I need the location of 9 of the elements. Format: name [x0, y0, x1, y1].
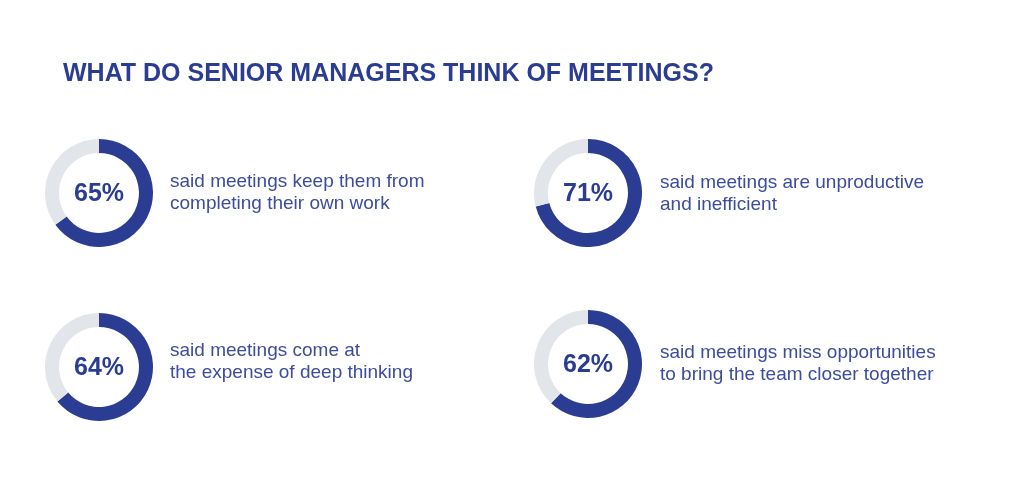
- data-label: 62%: [562, 348, 614, 377]
- data-label: 64%: [73, 351, 125, 380]
- data-label: 65%: [73, 177, 125, 206]
- text: said meetings miss opportunities to bring the team closer together: [660, 341, 936, 385]
- text: WHAT DO SENIOR MANAGERS THINK OF MEETINGS?: [63, 58, 714, 87]
- text: said meetings are unproductive and inefficient: [660, 171, 925, 215]
- data-label: 71%: [562, 177, 614, 206]
- text: said meetings keep them from completing their own work: [170, 170, 425, 214]
- text: said meetings come at the expense of deep thinking: [170, 339, 413, 383]
